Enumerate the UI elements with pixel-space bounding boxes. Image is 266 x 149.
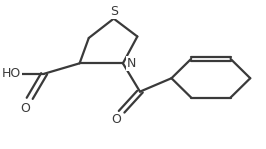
Text: O: O	[111, 113, 121, 127]
Text: N: N	[127, 57, 136, 70]
Text: HO: HO	[2, 67, 21, 80]
Text: S: S	[110, 5, 118, 18]
Text: O: O	[20, 101, 30, 115]
